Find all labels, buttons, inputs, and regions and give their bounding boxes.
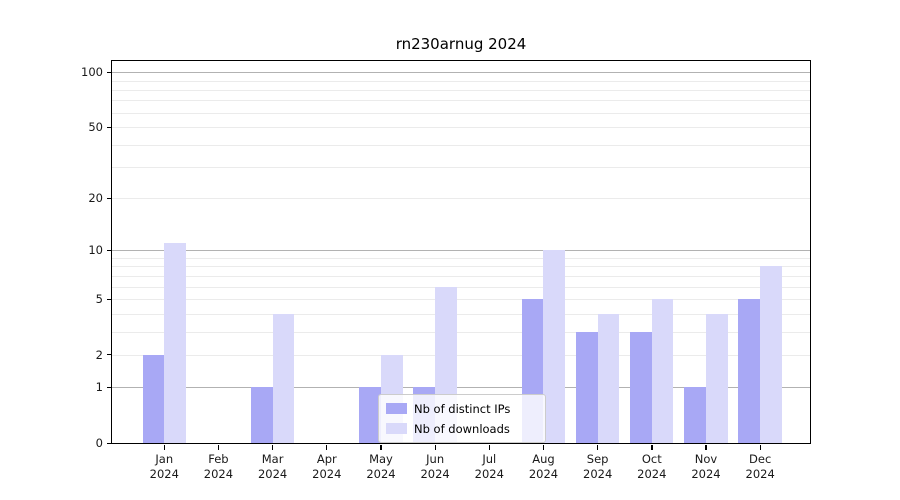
legend-item-downloads: Nb of downloads: [386, 421, 537, 436]
x-tick-mark-jun: [434, 444, 436, 450]
y-tick-label-50: 50: [88, 120, 103, 135]
gridline-minor-20: [112, 198, 810, 200]
x-tick-mark-nov: [705, 444, 707, 450]
legend-label-downloads: Nb of downloads: [414, 421, 510, 436]
bar-downloads-dec: [760, 266, 782, 443]
gridline-minor-80: [112, 89, 810, 91]
gridline-minor-60: [112, 112, 810, 114]
y-tick-label-2: 2: [95, 347, 103, 362]
gridline-minor-6: [112, 286, 810, 288]
legend-swatch-distinct-ips: [386, 402, 407, 415]
chart-title: rn230arnug 2024: [395, 35, 527, 53]
bar-downloads-sep: [597, 313, 620, 443]
x-tick-label-feb: Feb 2024: [203, 452, 234, 481]
bar-downloads-mar: [272, 313, 295, 443]
gridline-minor-9: [112, 257, 810, 259]
gridline-minor-7: [112, 275, 810, 277]
x-tick-label-mar: Mar 2024: [257, 452, 288, 481]
x-tick-label-aug: Aug 2024: [528, 452, 559, 481]
gridline-major-1: [112, 387, 810, 389]
x-tick-label-dec: Dec 2024: [745, 452, 775, 481]
gridline-major-10: [112, 250, 810, 252]
x-tick-mark-mar: [272, 444, 274, 450]
x-tick-label-may: May 2024: [366, 452, 396, 481]
y-tick-label-10: 10: [88, 243, 103, 258]
x-tick-mark-apr: [326, 444, 328, 450]
gridline-minor-3: [112, 331, 810, 333]
y-tick-mark-100: [107, 71, 112, 73]
x-tick-mark-feb: [217, 444, 220, 450]
bar-ips-dec: [738, 299, 761, 443]
plot-area: [112, 61, 810, 443]
bar-downloads-jan: [164, 243, 186, 443]
x-tick-label-jun: Jun 2024: [420, 452, 450, 481]
y-tick-mark-10: [107, 249, 112, 251]
y-tick-mark-50: [107, 126, 112, 128]
y-tick-mark-5: [107, 298, 112, 300]
gridline-minor-40: [112, 144, 810, 146]
legend-label-distinct-ips: Nb of distinct IPs: [414, 401, 511, 416]
bar-downloads-nov: [705, 313, 728, 443]
bar-ips-oct: [630, 331, 652, 443]
bar-ips-mar: [250, 387, 273, 443]
y-tick-label-20: 20: [88, 191, 103, 206]
bar-ips-may: [359, 387, 381, 443]
y-tick-mark-1: [107, 386, 112, 388]
x-tick-label-sep: Sep 2024: [583, 452, 613, 481]
bar-ips-sep: [575, 331, 598, 443]
x-tick-mark-dec: [759, 444, 761, 450]
x-tick-label-apr: Apr 2024: [312, 452, 342, 481]
x-tick-mark-jan: [163, 444, 165, 450]
bar-downloads-aug: [543, 250, 566, 443]
x-tick-label-jul: Jul 2024: [474, 452, 504, 481]
bar-ips-jan: [142, 354, 165, 443]
gridline-minor-70: [112, 100, 810, 102]
gridline-minor-30: [112, 167, 810, 169]
y-tick-mark-20: [107, 197, 112, 200]
x-tick-mark-aug: [542, 444, 545, 450]
gridline-minor-2: [112, 354, 810, 356]
x-tick-label-nov: Nov 2024: [691, 452, 721, 481]
legend: Nb of distinct IPs Nb of downloads: [378, 394, 546, 443]
y-tick-mark-0: [107, 442, 112, 444]
x-tick-mark-jul: [488, 444, 490, 450]
gridline-major-100: [112, 72, 810, 74]
x-tick-mark-oct: [651, 444, 653, 450]
y-tick-label-0: 0: [95, 436, 103, 450]
gridline-minor-4: [112, 313, 810, 315]
legend-swatch-downloads: [386, 422, 407, 435]
gridline-minor-8: [112, 266, 810, 268]
gridline-minor-50: [112, 127, 810, 129]
x-tick-label-oct: Oct 2024: [637, 452, 667, 481]
y-tick-label-100: 100: [81, 65, 103, 80]
x-tick-mark-sep: [597, 444, 599, 450]
bar-downloads-oct: [651, 299, 674, 443]
x-tick-mark-may: [380, 444, 382, 450]
legend-item-distinct-ips: Nb of distinct IPs: [386, 401, 537, 416]
bar-ips-nov: [684, 387, 706, 443]
x-tick-label-jan: Jan 2024: [149, 452, 179, 481]
gridline-minor-5: [112, 299, 810, 300]
gridline-minor-90: [112, 80, 810, 82]
y-tick-mark-2: [107, 354, 112, 356]
y-tick-label-1: 1: [95, 380, 103, 395]
y-tick-label-5: 5: [95, 292, 103, 306]
